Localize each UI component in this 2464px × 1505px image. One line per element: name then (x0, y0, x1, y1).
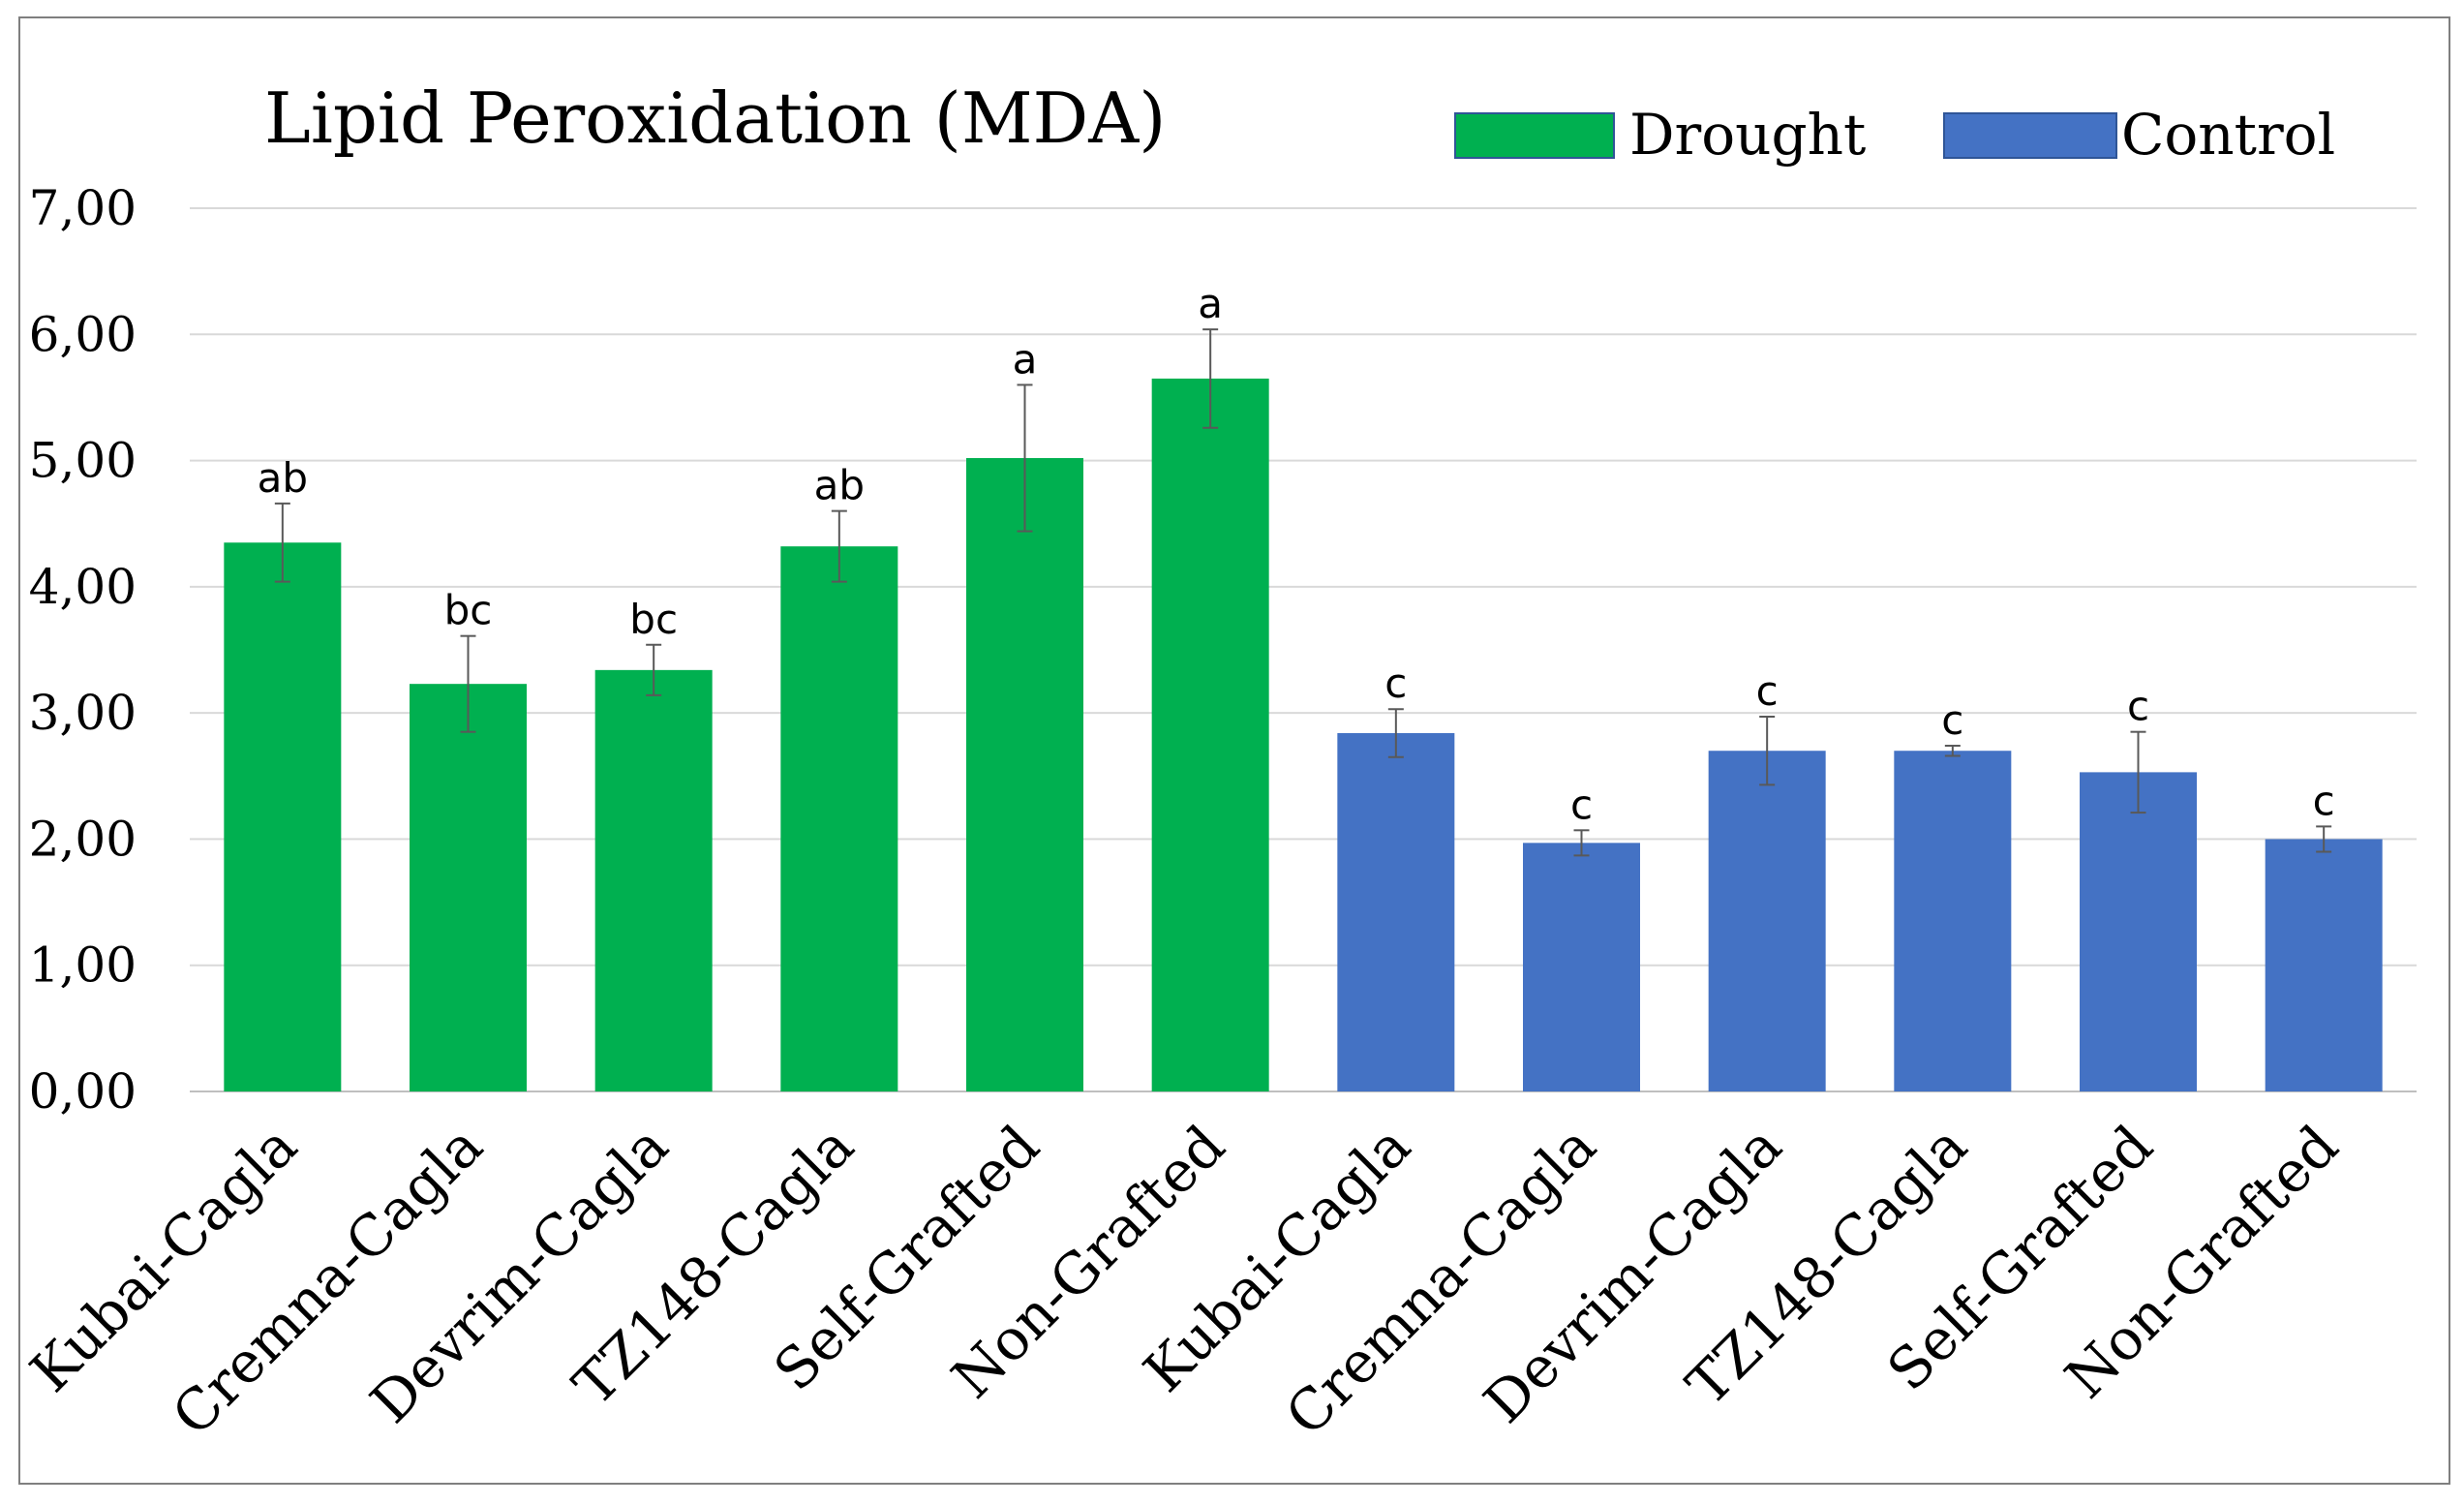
y-tick-label: 2,00 (29, 811, 137, 867)
error-bar (2130, 730, 2146, 814)
error-bar (831, 509, 847, 583)
bar (224, 542, 342, 1091)
bar (966, 457, 1083, 1092)
error-bar (1017, 384, 1033, 533)
significance-label: c (2313, 777, 2335, 824)
significance-label: a (1198, 280, 1223, 327)
y-tick-label: 3,00 (29, 685, 137, 741)
y-tick-label: 0,00 (29, 1063, 137, 1120)
bar (1151, 378, 1269, 1091)
bar (1708, 751, 1826, 1091)
y-tick-label: 5,00 (29, 433, 137, 489)
bar (1337, 732, 1455, 1091)
y-tick-label: 4,00 (29, 559, 137, 615)
error-bar (1202, 328, 1219, 429)
legend-swatch-control (1943, 112, 2117, 159)
chart-frame: Lipid Peroxidation (MDA) Drought Control… (18, 16, 2450, 1485)
significance-label: ab (258, 454, 308, 502)
significance-label: c (1756, 667, 1779, 715)
significance-label: c (1941, 696, 1963, 744)
x-tick-label: Cremna-Cagla (1273, 1113, 1609, 1449)
error-bar (274, 502, 290, 583)
x-axis-category-labels: Kubai-CaglaCremna-CaglaDevrim-CaglaTZ148… (20, 1113, 2351, 1449)
y-tick-label: 7,00 (29, 180, 137, 236)
bar (410, 684, 527, 1091)
lipid-peroxidation-chart: Lipid Peroxidation (MDA) Drought Control… (20, 77, 2417, 1449)
bar (2265, 839, 2383, 1091)
error-bar (1944, 745, 1961, 757)
error-bar (2316, 825, 2332, 853)
significance-label: c (1384, 660, 1407, 707)
legend-swatch-drought (1454, 112, 1615, 159)
significance-label: bc (629, 596, 678, 643)
error-bar (1759, 716, 1776, 786)
y-tick-label: 6,00 (29, 306, 137, 362)
significance-label: a (1013, 335, 1038, 383)
bar (2080, 772, 2197, 1091)
bar (594, 669, 713, 1091)
y-tick-label: 1,00 (29, 937, 137, 994)
error-bars (274, 328, 2332, 857)
gridlines (190, 207, 2417, 1092)
y-axis-tick-labels: 0,00 1,00 2,00 3,00 4,00 5,00 6,00 7,00 (29, 180, 137, 1120)
bar (1894, 751, 2012, 1091)
error-bar (1573, 829, 1590, 857)
error-bar (1387, 708, 1404, 758)
significance-label: ab (814, 462, 865, 509)
significance-label: c (2127, 683, 2149, 730)
legend-label-control: Control (2121, 102, 2335, 168)
chart-title: Lipid Peroxidation (MDA) (264, 77, 1166, 159)
bars (224, 378, 2383, 1092)
error-bar (460, 634, 476, 733)
significance-label: bc (444, 587, 493, 634)
significance-labels: ab bc bc ab a a c c c c c c (258, 280, 2335, 828)
error-bar (646, 643, 662, 696)
bar (1523, 843, 1640, 1091)
bar (780, 546, 898, 1091)
significance-label: c (1570, 781, 1593, 828)
x-tick-label: Cremna-Cagla (160, 1113, 496, 1449)
legend: Drought Control (1454, 102, 2335, 168)
legend-label-drought: Drought (1629, 102, 1866, 168)
